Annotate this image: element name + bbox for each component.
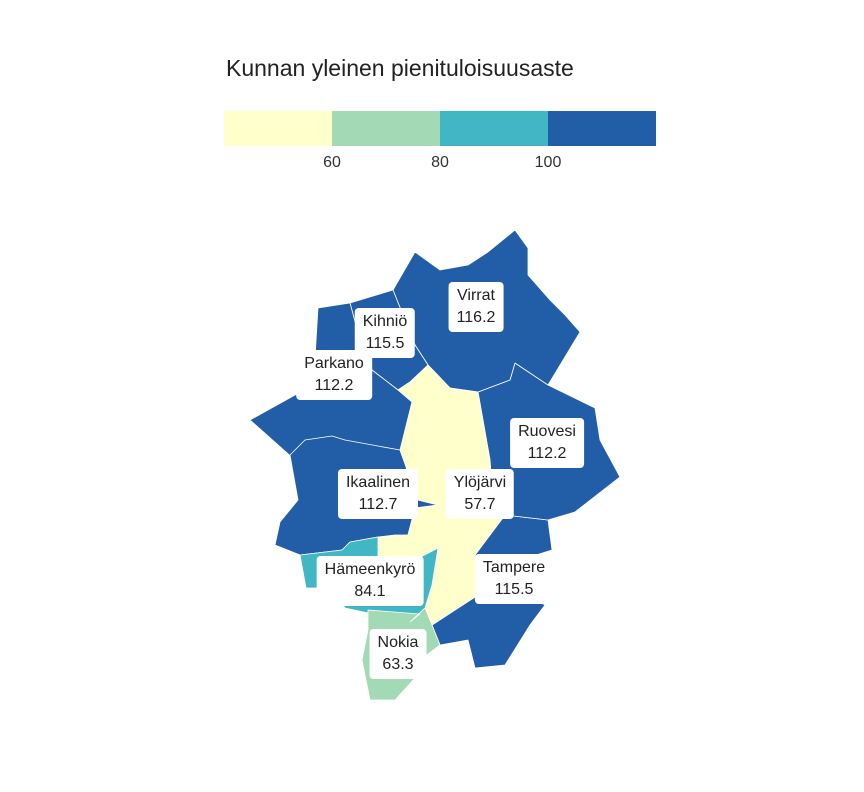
legend-swatch-4 bbox=[548, 111, 656, 146]
legend-swatch-2 bbox=[332, 111, 440, 146]
map-label-tampere: Tampere 115.5 bbox=[474, 554, 554, 604]
map-label-name: Tampere bbox=[482, 559, 546, 576]
map-label-value: 115.5 bbox=[494, 581, 534, 598]
map-label-hameenkyro: Hämeenkyrö 84.1 bbox=[316, 556, 424, 606]
map-label-name: Hämeenkyrö bbox=[324, 561, 416, 578]
map-label-name: Ylöjärvi bbox=[453, 474, 507, 491]
map-label-value: 115.5 bbox=[365, 335, 405, 352]
legend-tick-80: 80 bbox=[431, 154, 449, 171]
map-label-ruovesi: Ruovesi 112.2 bbox=[510, 418, 584, 468]
legend-tick-100: 100 bbox=[534, 154, 562, 171]
map-label-value: 63.3 bbox=[382, 656, 414, 673]
map-label-value: 116.2 bbox=[456, 309, 496, 326]
map-label-name: Kihniö bbox=[362, 313, 408, 330]
map-label-name: Ikaalinen bbox=[345, 474, 411, 491]
legend-swatch-1 bbox=[224, 111, 332, 146]
map-label-value: 84.1 bbox=[354, 583, 386, 600]
map-label-ylojarvi: Ylöjärvi 57.7 bbox=[445, 469, 515, 519]
map-label-ikaalinen: Ikaalinen 112.7 bbox=[337, 469, 419, 519]
legend-color-bar bbox=[224, 111, 656, 146]
legend-title: Kunnan yleinen pienituloisuusaste bbox=[226, 55, 574, 81]
map-label-parkano: Parkano 112.2 bbox=[296, 350, 372, 400]
map-label-nokia: Nokia 63.3 bbox=[369, 629, 427, 679]
map-label-value: 112.7 bbox=[358, 496, 398, 513]
map-label-name: Nokia bbox=[377, 634, 419, 651]
map-label-name: Parkano bbox=[304, 355, 364, 372]
map-label-virrat: Virrat 116.2 bbox=[448, 282, 504, 332]
map-label-name: Ruovesi bbox=[518, 423, 576, 440]
map-label-value: 112.2 bbox=[527, 445, 567, 462]
map-label-name: Virrat bbox=[457, 287, 495, 304]
map-label-kihnio: Kihniö 115.5 bbox=[354, 308, 416, 358]
map-label-value: 112.2 bbox=[314, 377, 354, 394]
legend-swatch-3 bbox=[440, 111, 548, 146]
legend-tick-60: 60 bbox=[323, 154, 341, 171]
map-label-value: 57.7 bbox=[464, 496, 496, 513]
